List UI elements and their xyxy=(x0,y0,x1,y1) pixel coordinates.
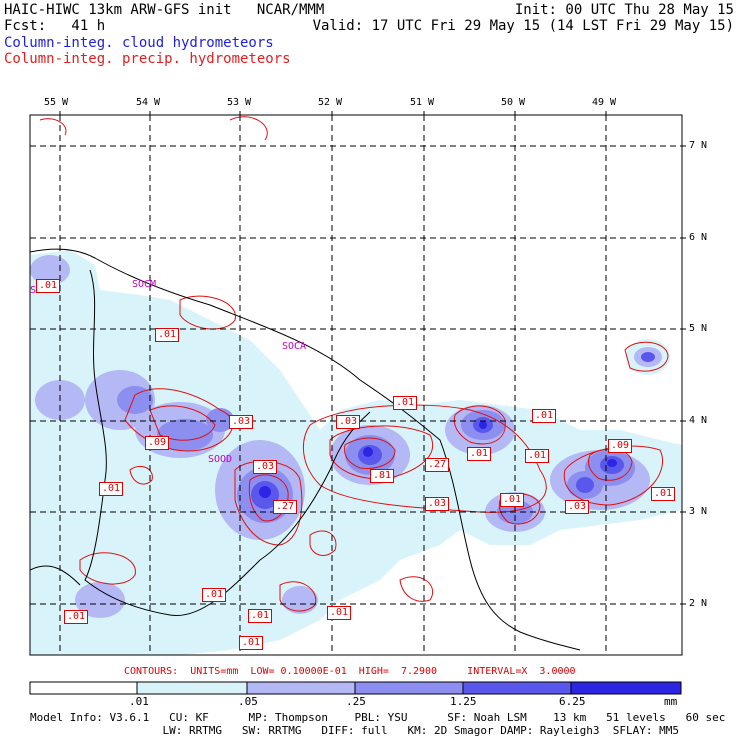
station-label: SOOD xyxy=(208,454,233,465)
model-info-line1: Model Info: V3.6.1 CU: KF MP: Thompson P… xyxy=(30,711,726,724)
contour-label: .01 xyxy=(467,447,492,461)
lat-label: 5 N xyxy=(689,323,708,334)
coastlines xyxy=(30,248,581,651)
contour-label: .01 xyxy=(500,493,525,507)
lon-label: 53 W xyxy=(227,97,252,108)
lon-label: 54 W xyxy=(136,97,161,108)
station-label: SOCA xyxy=(282,341,307,352)
colorbar-tick: .01 xyxy=(129,695,149,708)
legend-cloud: Column-integ. cloud hydrometeors xyxy=(4,35,274,51)
contour-label: .01 xyxy=(393,396,418,410)
contour-label: .01 xyxy=(651,487,676,501)
colorbar xyxy=(29,681,682,695)
contour-label: .01 xyxy=(36,279,61,293)
contour-label: .81 xyxy=(370,469,395,483)
model-info-line2: LW: RRTMG SW: RRTMG DIFF: full KM: 2D Sm… xyxy=(30,724,680,737)
lon-label: 51 W xyxy=(410,97,435,108)
contour-label: .01 xyxy=(99,482,124,496)
colorbar-tick: .05 xyxy=(238,695,258,708)
lon-label: 49 W xyxy=(592,97,617,108)
contour-label: .03 xyxy=(425,497,450,511)
lon-label: 52 W xyxy=(318,97,343,108)
colorbar-tick: .25 xyxy=(346,695,366,708)
colorbar-unit: mm xyxy=(664,695,678,708)
contour-label: .01 xyxy=(532,409,557,423)
contour-label: .01 xyxy=(248,609,273,623)
contour-label: .01 xyxy=(64,610,89,624)
contour-label: .03 xyxy=(565,500,590,514)
lon-label: 55 W xyxy=(44,97,69,108)
contour-label: .01 xyxy=(202,588,227,602)
lon-label: 50 W xyxy=(501,97,526,108)
forecast-hour: Fcst: 41 h xyxy=(4,18,106,34)
contour-label: .03 xyxy=(336,415,361,429)
lat-label: 4 N xyxy=(689,415,708,426)
init-time: Init: 00 UTC Thu 28 May 15 xyxy=(514,2,734,18)
colorbar-tick: 6.25 xyxy=(559,695,586,708)
valid-time: Valid: 17 UTC Fri 29 May 15 (14 LST Fri … xyxy=(312,18,734,34)
contour-label: .01 xyxy=(525,449,550,463)
contour-label: .27 xyxy=(425,458,450,472)
legend-precip: Column-integ. precip. hydrometeors xyxy=(4,51,291,67)
latlon-grid xyxy=(30,115,682,655)
station-label: SOCM xyxy=(132,279,157,290)
lat-label: 2 N xyxy=(689,598,708,609)
contour-info: CONTOURS: UNITS=mm LOW= 0.10000E-01 HIGH… xyxy=(124,666,576,677)
lat-label: 7 N xyxy=(689,140,708,151)
lat-ticks xyxy=(682,145,686,605)
precip-contours xyxy=(39,116,669,612)
contour-label: .09 xyxy=(608,439,633,453)
lat-label: 6 N xyxy=(689,232,708,243)
contour-label: .09 xyxy=(145,436,170,450)
contour-label: .03 xyxy=(253,460,278,474)
lon-ticks xyxy=(59,111,607,115)
plot-title: HAIC-HIWC 13km ARW-GFS init NCAR/MMM xyxy=(4,2,325,18)
contour-label: .03 xyxy=(229,415,254,429)
contour-label: .27 xyxy=(273,500,298,514)
contour-label: .01 xyxy=(239,636,264,650)
contour-label: .01 xyxy=(327,606,352,620)
cloud-shading-max xyxy=(259,421,617,498)
colorbar-tick: 1.25 xyxy=(450,695,477,708)
lat-label: 3 N xyxy=(689,506,708,517)
contour-label: .01 xyxy=(155,328,180,342)
